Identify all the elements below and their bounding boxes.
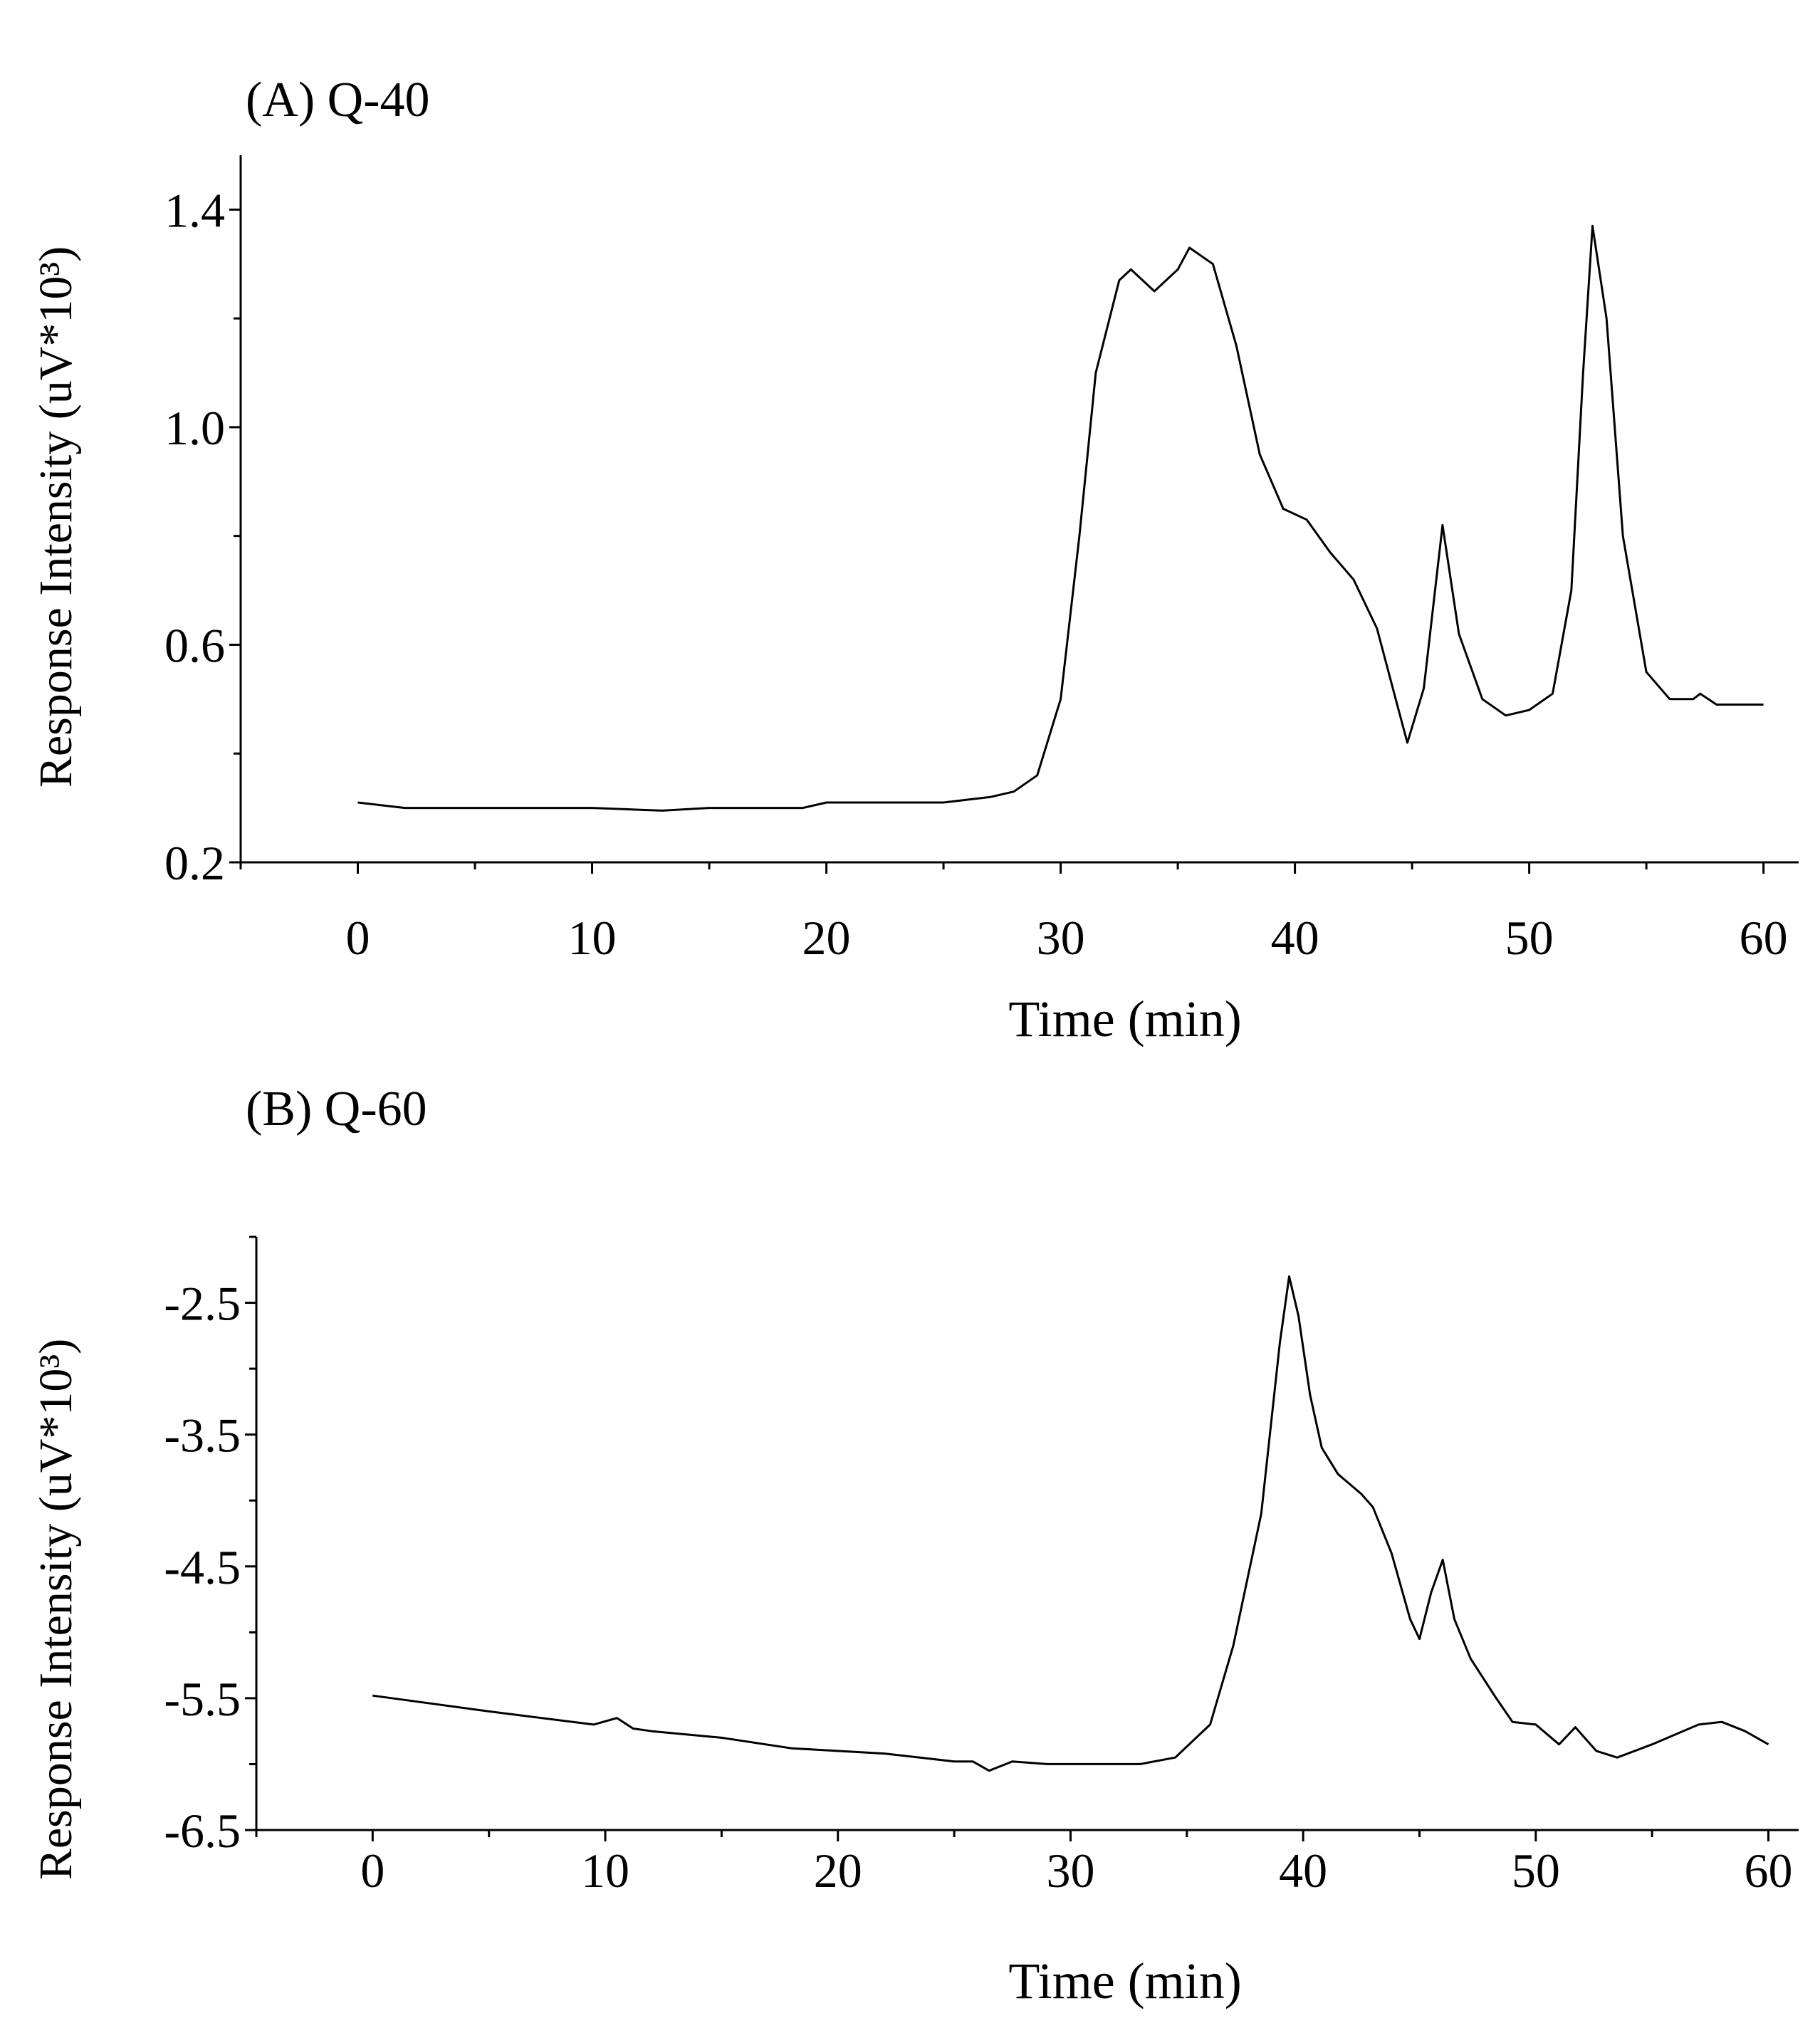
x-tick-label: 30	[1037, 911, 1085, 965]
x-tick-label: 40	[1279, 1844, 1327, 1898]
x-tick-label: 60	[1745, 1844, 1793, 1898]
panel-a: (A) Q-40 Time (min) Response Intensity (…	[30, 73, 1799, 1047]
x-tick-label: 0	[360, 1844, 385, 1898]
chart-title: (A) Q-40	[246, 73, 430, 127]
y-tick-label: -4.5	[164, 1540, 241, 1594]
y-tick-label: 0.2	[164, 836, 225, 890]
chart-title: (B) Q-60	[246, 1082, 427, 1136]
y-tick-label: -2.5	[164, 1277, 241, 1331]
panel-b: (B) Q-60 Time (min) Response Intensity (…	[30, 1082, 1799, 2009]
x-tick-label: 40	[1271, 911, 1319, 965]
x-tick-label: 10	[581, 1844, 629, 1898]
x-axis-label: Time (min)	[1008, 990, 1241, 1047]
y-tick-label: -5.5	[164, 1672, 241, 1726]
x-tick-label: 30	[1046, 1844, 1094, 1898]
x-tick-label: 50	[1512, 1844, 1560, 1898]
y-tick-label: 1.0	[164, 401, 225, 455]
series-line	[357, 224, 1764, 812]
x-tick-label: 50	[1505, 911, 1554, 965]
y-axis-label: Response Intensity (uV*10³)	[30, 1339, 82, 1880]
y-tick-label: -6.5	[164, 1804, 241, 1858]
x-tick-label: 0	[346, 911, 370, 965]
y-tick-label: 0.6	[164, 618, 225, 672]
x-tick-label: 10	[568, 911, 617, 965]
y-tick-label: 1.4	[164, 183, 225, 237]
y-tick-label: -3.5	[164, 1408, 241, 1463]
x-tick-label: 20	[802, 911, 851, 965]
x-axis-label: Time (min)	[1008, 1953, 1241, 2009]
series-line	[372, 1275, 1769, 1772]
y-axis-label: Response Intensity (uV*10³)	[30, 246, 82, 788]
x-tick-label: 20	[814, 1844, 862, 1898]
x-tick-label: 60	[1740, 911, 1788, 965]
